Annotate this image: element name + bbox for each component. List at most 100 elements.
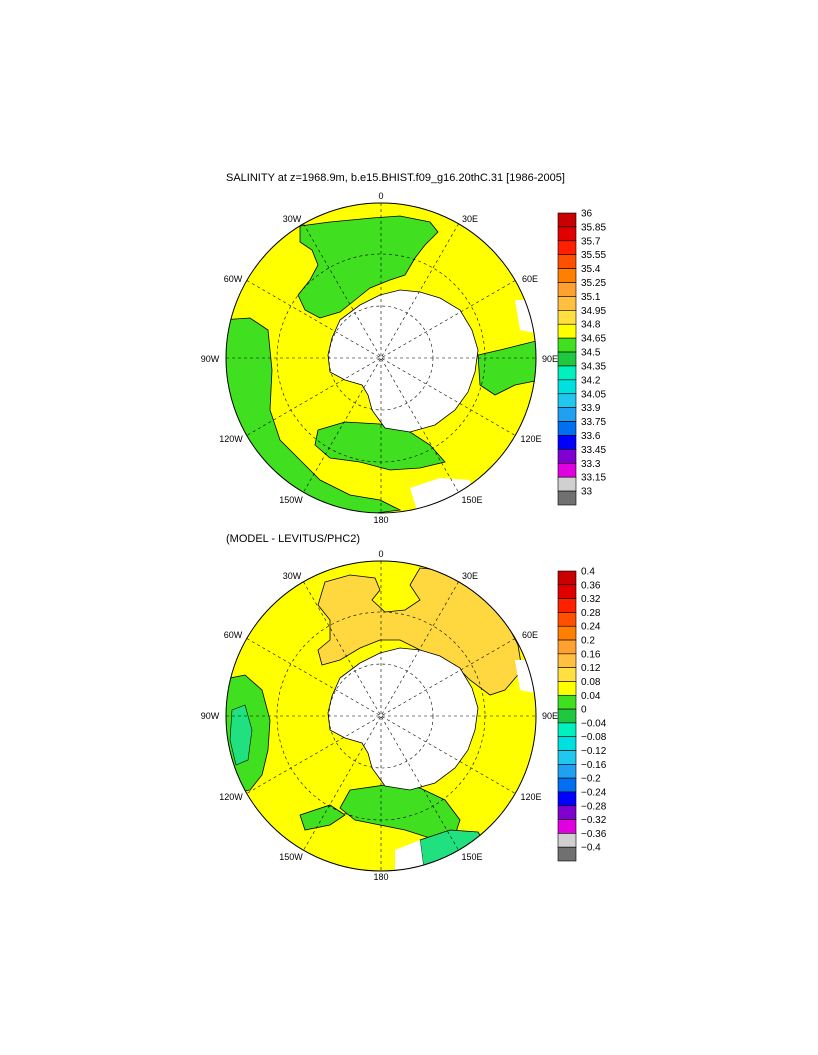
- map2-colorbar-box: [557, 846, 577, 862]
- map1-colorbar-label: 35.1: [581, 292, 601, 303]
- map1-colorbar-label: 35.4: [581, 264, 601, 275]
- map1-border: [225, 202, 537, 514]
- map2-colorbar-label: −0.24: [581, 787, 607, 798]
- map1-lon-180: 180: [373, 515, 388, 525]
- map2-colorbar-box: [557, 750, 577, 765]
- map2-colorbar-label: −0.12: [581, 746, 607, 757]
- map2-lon-0: 0: [378, 549, 383, 559]
- map2-lon-90w: 90W: [201, 711, 220, 721]
- map1-colorbar-label: 34.35: [581, 361, 606, 372]
- map1-colorbar-label: 33.9: [581, 403, 601, 414]
- map1-colorbar-label: 34.2: [581, 375, 601, 386]
- map1-colorbar-box: [557, 407, 577, 422]
- map1-colorbar-label: 36: [581, 209, 593, 220]
- map2-colorbar-label: 0.24: [581, 622, 601, 633]
- map2-colorbar-label: 0.04: [581, 691, 601, 702]
- map1-colorbar-box: [557, 282, 577, 297]
- map1-lon-90e: 90E: [542, 354, 558, 364]
- map1-colorbar-box: [557, 365, 577, 381]
- map1-colorbar-label: 33.15: [581, 473, 606, 484]
- map1-colorbar-label: 34.95: [581, 306, 606, 317]
- map1-lon-120e: 120E: [520, 434, 541, 444]
- map2-colorbar-label: −0.2: [581, 774, 601, 785]
- map1-colorbar-box: [557, 212, 577, 228]
- map1-colorbar-label: 35.7: [581, 236, 601, 247]
- map1-colorbar-label: 33.6: [581, 431, 601, 442]
- map2-colorbar-box: [557, 805, 577, 820]
- map1-colorbar-box: [557, 449, 577, 464]
- map1-colorbar-label: 33.45: [581, 445, 606, 456]
- map1-colorbar-box: [557, 379, 577, 395]
- map2-colorbar-label: −0.04: [581, 718, 607, 729]
- map1-colorbar-label: 34.8: [581, 320, 601, 331]
- map1-colorbar-box: [557, 393, 577, 408]
- map1-colorbar-box: [557, 462, 577, 478]
- map1-colorbar-box: [557, 296, 577, 311]
- map2-colorbar-box: [557, 667, 577, 682]
- map2-colorbar-box: [557, 791, 577, 807]
- map2-colorbar-box: [557, 764, 577, 779]
- map2-colorbar-box: [557, 819, 577, 834]
- map2-white-east: [515, 660, 536, 695]
- map1-colorbar-box: [557, 351, 577, 367]
- map2-field: [226, 561, 536, 871]
- map1-colorbar: 36 35.85 35.7 35.55 35.4 35.25 35.1 34.95 34.8 34…: [557, 209, 606, 506]
- map1-colorbar-box: [557, 310, 577, 325]
- map2-colorbar-box: [557, 777, 577, 793]
- map2-colorbar-label: −0.16: [581, 760, 607, 771]
- map2-lon-60e: 60E: [522, 630, 538, 640]
- map1-lon-0: 0: [378, 191, 383, 201]
- map2-colorbar-label: −0.4: [581, 843, 601, 854]
- map2-teal-west: [229, 704, 253, 766]
- map1-colorbar-label: 34.65: [581, 334, 606, 345]
- map2-colorbar-box: [557, 598, 577, 613]
- map2: 0 30W 30E 60W 60E 90W 90E 120W 120E 150W…: [201, 549, 607, 882]
- map1-antarctica: [327, 289, 479, 433]
- map1-colorbar-label: 35.55: [581, 250, 606, 261]
- map2-colorbar-label: 0.32: [581, 594, 601, 605]
- map2-colorbar-label: −0.32: [581, 815, 607, 826]
- map2-colorbar-box: [557, 625, 577, 641]
- map2-colorbar-label: 0.2: [581, 636, 595, 647]
- map2-lon-90e: 90E: [542, 711, 558, 721]
- map2-colorbar-label: 0.4: [581, 567, 595, 578]
- map1-colorbar-label: 34.05: [581, 389, 606, 400]
- map2-lon-30e: 30E: [462, 571, 478, 581]
- map2-colorbar-label: −0.36: [581, 829, 607, 840]
- map1-lon-90w: 90W: [201, 354, 220, 364]
- map2-colorbar-box: [557, 584, 577, 599]
- map1-green-atlantic: [297, 215, 439, 319]
- map2-colorbar-label: 0.28: [581, 608, 601, 619]
- map1-green-ross: [314, 421, 446, 471]
- map2-lon-180: 180: [373, 872, 388, 882]
- map1-colorbar-box: [557, 476, 577, 492]
- map1-colorbar-box: [557, 240, 577, 256]
- map2-lon-30w: 30W: [283, 571, 302, 581]
- map1-colorbar-box: [557, 337, 577, 353]
- map1-lon-60e: 60E: [522, 274, 538, 284]
- map2-lon-60w: 60W: [224, 630, 243, 640]
- map1-colorbar-box: [557, 323, 577, 339]
- map2-orange-atlantic: [317, 567, 523, 696]
- map2-colorbar-label: 0.12: [581, 663, 601, 674]
- map2-colorbar-box: [557, 681, 577, 696]
- map2-lon-150w: 150W: [279, 852, 303, 862]
- map1-lon-120w: 120W: [219, 434, 243, 444]
- map1-field: [226, 203, 536, 513]
- map1-graticule: [226, 203, 536, 513]
- map1-colorbar-label: 33.3: [581, 459, 601, 470]
- map2-colorbar: 0.4 0.36 0.32 0.28 0.24 0.2 0.16 0.12 0.08 0.04 0 −…: [557, 567, 607, 862]
- map1-colorbar-box: [557, 490, 577, 506]
- map2-colorbar-box: [557, 612, 577, 627]
- map2-title: (MODEL - LEVITUS/PHC2): [226, 533, 361, 545]
- map2-colorbar-label: −0.28: [581, 801, 607, 812]
- map1-lon-150w: 150W: [279, 495, 303, 505]
- map1-lon-30e: 30E: [462, 214, 478, 224]
- map2-colorbar-label: 0.36: [581, 580, 601, 591]
- map1-colorbar-box: [557, 421, 577, 436]
- map2-lon-120w: 120W: [219, 792, 243, 802]
- map2-colorbar-label: 0.08: [581, 677, 601, 688]
- map1-lon-150e: 150E: [461, 495, 482, 505]
- map2-colorbar-label: 0: [581, 705, 587, 716]
